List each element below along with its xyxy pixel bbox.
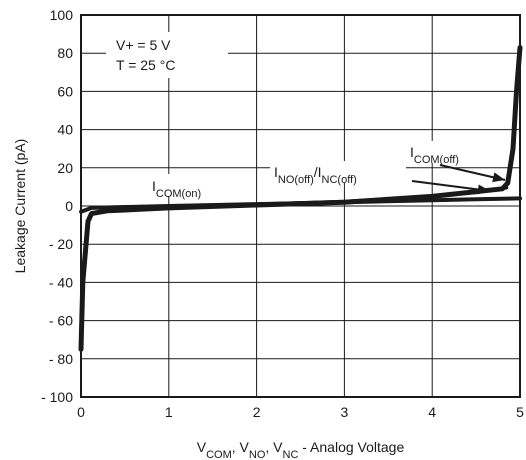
series-lines (78, 45, 523, 352)
x-tick-label: 4 (428, 404, 436, 420)
annotation-background (406, 141, 478, 163)
annotation-background (148, 174, 220, 196)
y-tick-label: - 60 (49, 313, 73, 329)
annotation-arrowhead (477, 184, 490, 195)
annotation-arrow-line (411, 180, 491, 192)
y-tick-label: - 80 (49, 351, 73, 367)
plot-frame (80, 14, 521, 398)
y-tick-label: - 20 (49, 236, 73, 252)
y-tick-label: 20 (57, 160, 73, 176)
temperature-label: T = 25 °C (116, 57, 175, 73)
x-tick-label: 1 (165, 404, 173, 420)
y-axis-label: Leakage Current (pA) (12, 139, 28, 274)
annotation-background (270, 161, 406, 183)
y-tick-label: 40 (57, 122, 73, 138)
conditions-box (106, 32, 228, 78)
x-axis-label: VCOM, VNO, VNC - Analog Voltage (197, 439, 405, 460)
annotation-arrowhead (492, 172, 505, 183)
tick-labels: 0 1 2 3 4 5 100 80 60 40 20 0 - 20 - 40 - 60 - 80 - 100 (41, 7, 524, 420)
y-tick-label: 80 (57, 45, 73, 61)
series-line-0 (78, 45, 523, 352)
series-label-2: INO(off)/INC(off) (274, 164, 357, 186)
y-tick-label: 60 (57, 83, 73, 99)
series-label-1: ICOM(off) (410, 144, 459, 166)
y-tick-label: - 100 (41, 389, 73, 405)
grid-lines (81, 15, 520, 397)
y-tick-label: - 40 (49, 274, 73, 290)
x-tick-label: 0 (77, 404, 85, 420)
series-label-0: ICOM(on) (152, 178, 201, 200)
y-tick-label: 0 (65, 198, 73, 214)
x-tick-label: 3 (341, 404, 349, 420)
x-tick-label: 2 (253, 404, 261, 420)
x-tick-label: 5 (516, 404, 524, 420)
series-annotations: ICOM(on) ICOM(off) INO(off)/INC(off) (148, 141, 506, 200)
y-tick-label: 100 (50, 7, 74, 23)
supply-voltage-label: V+ = 5 V (116, 37, 171, 53)
